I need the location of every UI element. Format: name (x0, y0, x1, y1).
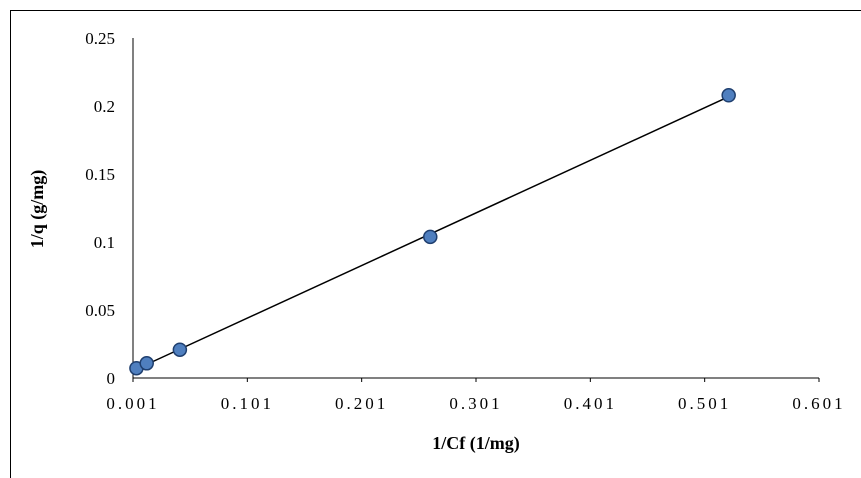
x-tick-label: 0.601 (792, 394, 845, 413)
y-tick-label: 0.15 (85, 165, 115, 184)
x-tick-label: 0.301 (449, 394, 502, 413)
x-tick-label: 0.401 (564, 394, 617, 413)
x-tick-label: 0.501 (678, 394, 731, 413)
y-tick-label: 0 (107, 369, 116, 388)
data-point (172, 342, 188, 357)
frame-border-top (10, 10, 861, 11)
y-tick-label: 0.25 (85, 29, 115, 48)
x-tick-label: 0.001 (106, 394, 159, 413)
x-tick-label: 0.201 (335, 394, 388, 413)
data-point (721, 88, 736, 103)
y-tick-label: 0.05 (85, 301, 115, 320)
y-tick-label: 0.1 (94, 233, 115, 252)
y-axis: 0 0.05 0.1 0.15 0.2 0.25 (85, 29, 134, 388)
x-tick-label: 0.101 (221, 394, 274, 413)
frame-border-left (10, 10, 11, 478)
y-axis-title: 1/q (g/mg) (27, 170, 48, 249)
data-points (129, 88, 736, 376)
x-axis-title: 1/Cf (1/mg) (432, 433, 519, 454)
data-point (423, 229, 438, 245)
x-axis: 0.001 0.101 0.201 0.301 0.401 0.501 0.601 (106, 377, 845, 413)
data-point (139, 356, 154, 371)
y-tick-label: 0.2 (94, 97, 115, 116)
